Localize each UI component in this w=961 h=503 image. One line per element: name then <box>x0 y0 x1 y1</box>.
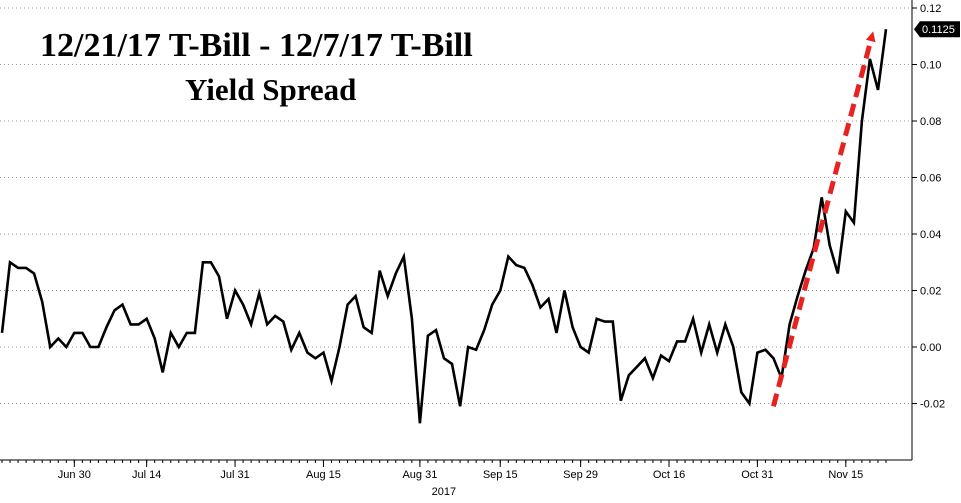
y-tick-label: 0.10 <box>920 60 941 72</box>
y-tick-label: 0.02 <box>920 286 941 298</box>
last-value-label: 0.1125 <box>922 24 955 36</box>
series-layer <box>0 29 888 424</box>
chart-title: 12/21/17 T-Bill - 12/7/17 T-Bill <box>40 27 473 64</box>
trend-arrow <box>771 31 876 407</box>
y-tick-label: 0.06 <box>920 173 941 185</box>
x-tick-label: Aug 15 <box>306 469 341 481</box>
y-tick-label: 0.00 <box>920 342 941 354</box>
x-tick-label: Sep 29 <box>563 469 598 481</box>
last-value-box <box>914 21 960 38</box>
year-label: 2017 <box>432 486 456 498</box>
y-tick-label: 0.08 <box>920 116 941 128</box>
grid <box>0 7 912 404</box>
x-tick-label: Jun 30 <box>58 469 91 481</box>
x-tick-label: Jul 14 <box>132 469 161 481</box>
chart-subtitle: Yield Spread <box>185 72 357 107</box>
annotations <box>771 31 876 407</box>
x-tick-label: Oct 31 <box>741 469 773 481</box>
y-tick-label: 0.04 <box>920 229 941 241</box>
x-tick-label: Oct 16 <box>653 469 685 481</box>
x-tick-label: Aug 31 <box>402 469 437 481</box>
x-tick-label: Jul 31 <box>220 469 249 481</box>
y-tick-label: -0.02 <box>920 399 945 411</box>
y-tick-label: 0.12 <box>920 3 941 15</box>
series-line <box>0 29 888 424</box>
x-tick-label: Nov 15 <box>828 469 863 481</box>
x-tick-label: Sep 15 <box>483 469 518 481</box>
